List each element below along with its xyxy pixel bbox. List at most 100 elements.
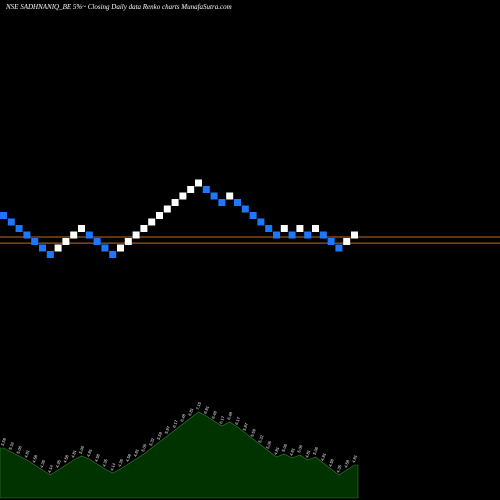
- volume-label-16: 4.58: [125, 453, 133, 463]
- up-brick-17: [132, 231, 140, 239]
- down-brick-43: [335, 244, 343, 252]
- down-brick-12: [93, 238, 101, 245]
- volume-label-19: 5.32: [148, 437, 156, 447]
- up-brick-24: [187, 186, 195, 193]
- up-brick-38: [296, 225, 304, 232]
- volume-label-27: 6.48: [210, 410, 218, 420]
- volume-label-30: 6.17: [234, 416, 242, 426]
- volume-label-33: 5.32: [257, 434, 265, 444]
- volume-label-13: 4.35: [101, 458, 109, 468]
- volume-label-10: 5.06: [78, 445, 86, 455]
- volume-label-14: 4.14: [109, 462, 117, 472]
- up-brick-21: [163, 205, 171, 213]
- volume-label-2: 5.06: [15, 445, 23, 455]
- down-brick-41: [319, 231, 327, 239]
- volume-label-37: 4.81: [288, 447, 296, 457]
- down-brick-32: [249, 212, 257, 219]
- up-brick-15: [117, 244, 124, 252]
- down-brick-13: [101, 244, 109, 252]
- volume-label-22: 6.17: [171, 419, 179, 429]
- down-brick-34: [265, 225, 273, 232]
- volume-label-6: 4.14: [47, 464, 55, 474]
- down-brick-35: [273, 231, 280, 239]
- volume-label-25: 7.15: [195, 401, 203, 411]
- down-brick-28: [218, 199, 226, 206]
- up-brick-18: [140, 225, 148, 232]
- volume-label-39: 4.81: [304, 449, 312, 459]
- volume-label-11: 4.81: [86, 448, 94, 458]
- volume-label-8: 4.58: [62, 454, 70, 464]
- down-brick-14: [109, 251, 117, 258]
- down-brick-4: [31, 238, 39, 245]
- volume-label-40: 5.06: [312, 446, 320, 456]
- volume-label-20: 5.59: [156, 431, 164, 441]
- up-brick-40: [312, 225, 319, 232]
- down-brick-39: [304, 231, 312, 239]
- volume-label-24: 6.81: [187, 407, 195, 417]
- volume-label-0: 5.59: [0, 437, 7, 447]
- up-brick-7: [54, 244, 62, 252]
- volume-labels: 5.59 5.32 5.06 4.814.584.354.144.354.584.81…: [0, 401, 358, 474]
- up-brick-22: [171, 199, 179, 206]
- volume-label-1: 5.32: [8, 441, 16, 451]
- volume-panel: [0, 411, 359, 499]
- down-brick-5: [39, 244, 46, 252]
- volume-label-31: 5.87: [242, 422, 250, 432]
- up-brick-25: [195, 179, 202, 187]
- up-brick-44: [343, 238, 351, 245]
- volume-label-21: 5.87: [164, 425, 172, 435]
- volume-label-32: 5.59: [249, 428, 257, 438]
- volume-label-38: 5.06: [296, 444, 304, 454]
- volume-label-34: 5.06: [265, 440, 273, 450]
- down-brick-26: [202, 186, 210, 193]
- chart-title: NSE SADHNANIQ_BE 5%~ Closing Daily data …: [5, 3, 232, 11]
- down-brick-33: [257, 218, 265, 226]
- up-brick-10: [78, 225, 85, 232]
- down-brick-1: [7, 218, 15, 226]
- volume-label-43: 4.35: [335, 464, 343, 474]
- up-brick-8: [62, 238, 70, 245]
- up-brick-9: [70, 231, 78, 239]
- up-brick-29: [226, 192, 234, 200]
- volume-label-12: 4.58: [93, 453, 101, 463]
- up-brick-23: [179, 192, 187, 200]
- up-brick-16: [124, 238, 132, 245]
- down-brick-2: [15, 225, 23, 232]
- up-brick-36: [280, 225, 288, 232]
- up-brick-20: [156, 212, 163, 219]
- volume-label-17: 4.81: [132, 448, 140, 458]
- down-brick-0: [0, 212, 7, 219]
- volume-label-28: 6.17: [218, 415, 226, 425]
- volume-label-23: 6.48: [179, 413, 187, 423]
- volume-label-9: 4.81: [70, 449, 78, 459]
- volume-label-5: 4.35: [39, 459, 47, 469]
- down-brick-6: [46, 251, 54, 258]
- reference-lines: [0, 236, 500, 244]
- volume-label-35: 4.81: [273, 446, 281, 456]
- volume-label-36: 5.06: [281, 443, 289, 453]
- down-brick-11: [85, 231, 93, 239]
- volume-label-42: 4.58: [327, 458, 335, 468]
- volume-label-15: 4.35: [117, 458, 125, 468]
- down-brick-37: [288, 231, 296, 239]
- volume-label-7: 4.35: [54, 459, 62, 469]
- renko-bricks: [0, 179, 358, 258]
- up-brick-19: [148, 218, 156, 226]
- volume-area: [0, 411, 359, 499]
- volume-label-41: 4.81: [320, 452, 328, 462]
- down-brick-3: [23, 231, 31, 239]
- down-brick-30: [234, 199, 241, 206]
- up-brick-45: [351, 231, 358, 239]
- down-brick-42: [327, 238, 335, 245]
- volume-label-44: 4.58: [343, 459, 351, 469]
- volume-label-26: 6.81: [203, 405, 211, 415]
- volume-label-18: 5.06: [140, 443, 148, 453]
- down-brick-31: [241, 205, 249, 213]
- volume-label-3: 4.81: [23, 449, 31, 459]
- volume-label-45: 4.81: [351, 454, 359, 464]
- down-brick-27: [210, 192, 218, 200]
- volume-label-4: 4.58: [31, 454, 39, 464]
- volume-label-29: 6.48: [226, 411, 234, 421]
